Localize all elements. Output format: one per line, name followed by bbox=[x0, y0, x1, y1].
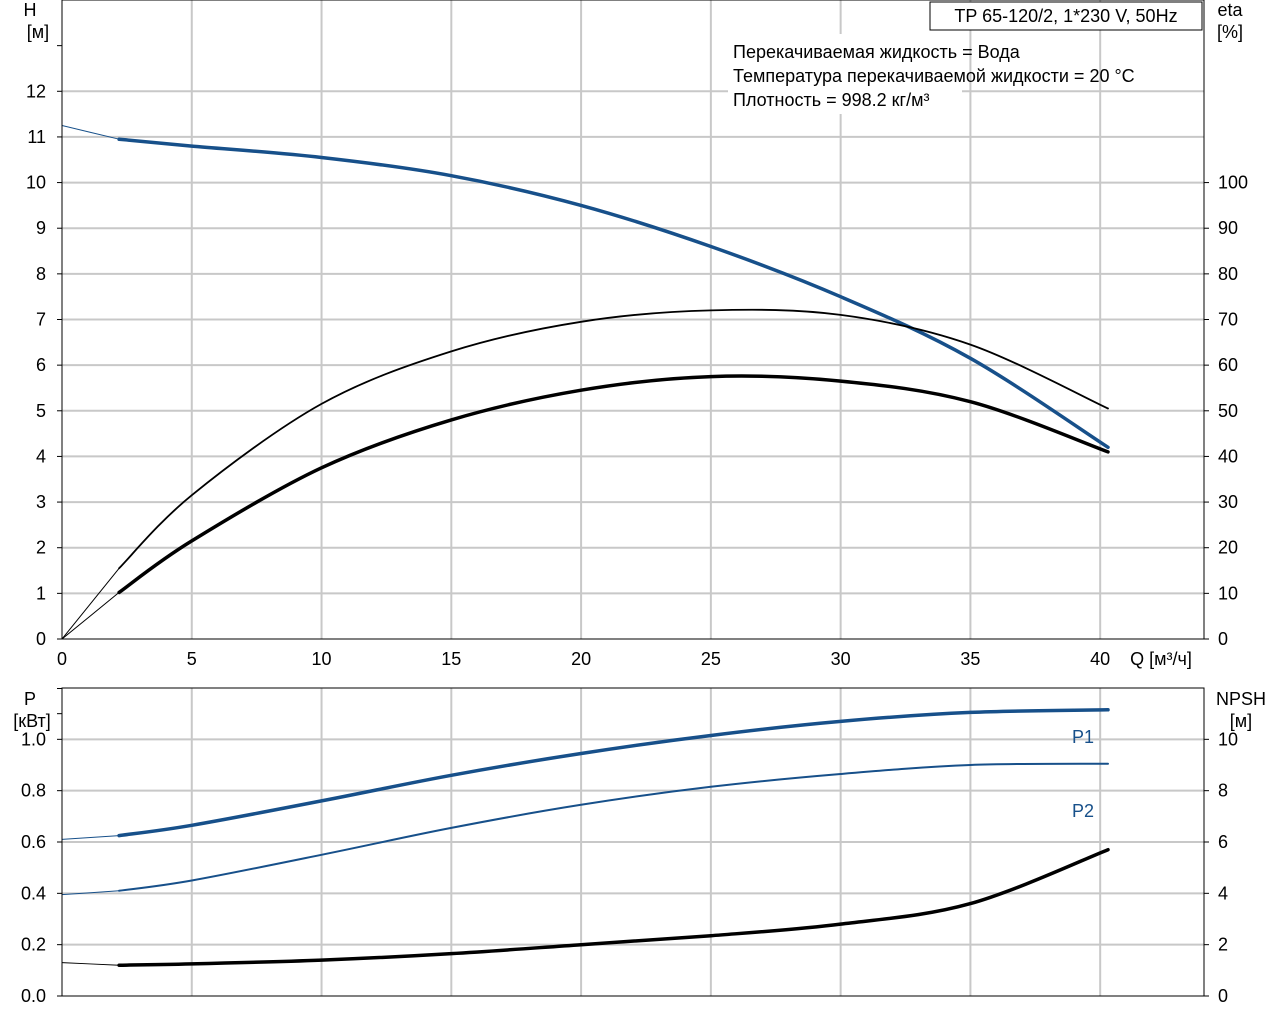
bottom-left-ylabel-1: P bbox=[24, 689, 36, 709]
bottom-right-tick-label: 6 bbox=[1218, 832, 1228, 852]
bottom-left-tick-label: 0.8 bbox=[21, 781, 46, 801]
power-curve-p1-extension bbox=[61, 835, 120, 840]
bottom-left-tick-label: 0.2 bbox=[21, 935, 46, 955]
top-left-tick-label: 8 bbox=[36, 264, 46, 284]
series-label-p1: P1 bbox=[1072, 727, 1094, 747]
info-line-liquid: Перекачиваемая жидкость = Вода bbox=[733, 42, 1021, 62]
top-right-tick-label: 70 bbox=[1218, 310, 1238, 330]
top-right-ylabel-1: eta bbox=[1217, 0, 1243, 20]
x-tick-label: 10 bbox=[312, 649, 332, 669]
top-right-tick-label: 100 bbox=[1218, 173, 1248, 193]
bottom-right-ylabel-2: [м] bbox=[1230, 711, 1252, 731]
x-axis: 0 5 10 15 20 25 30 35 40 bbox=[57, 649, 1110, 669]
top-series bbox=[61, 125, 1110, 640]
top-left-tick-label: 6 bbox=[36, 355, 46, 375]
top-right-tick-label: 30 bbox=[1218, 492, 1238, 512]
bottom-series bbox=[61, 708, 1110, 967]
top-left-tick-label: 2 bbox=[36, 538, 46, 558]
bottom-right-tick-label: 2 bbox=[1218, 935, 1228, 955]
head-curve-extension bbox=[61, 125, 120, 140]
top-left-tick-label: 1 bbox=[36, 583, 46, 603]
top-right-tick-label: 50 bbox=[1218, 401, 1238, 421]
top-right-tick-label: 80 bbox=[1218, 264, 1238, 284]
bottom-left-tick-label: 0.6 bbox=[21, 832, 46, 852]
info-line-density: Плотность = 998.2 кг/м³ bbox=[733, 90, 929, 110]
bottom-left-tick-label: 1.0 bbox=[21, 729, 46, 749]
bottom-right-tick-label: 10 bbox=[1218, 729, 1238, 749]
top-right-tick-label: 20 bbox=[1218, 538, 1238, 558]
top-left-tick-label: 12 bbox=[26, 81, 46, 101]
top-right-tick-label: 0 bbox=[1218, 629, 1228, 649]
power-curve-p1 bbox=[117, 708, 1110, 838]
top-right-axis: 0 10 20 30 40 50 60 70 80 90 100 bbox=[1204, 173, 1248, 649]
top-left-tick-label: 7 bbox=[36, 310, 46, 330]
x-tick-label: 20 bbox=[571, 649, 591, 669]
bottom-left-ylabel-2: [кВт] bbox=[13, 711, 51, 731]
bottom-right-tick-label: 0 bbox=[1218, 986, 1228, 1006]
x-tick-label: 30 bbox=[831, 649, 851, 669]
x-tick-label: 15 bbox=[441, 649, 461, 669]
top-left-tick-label: 3 bbox=[36, 492, 46, 512]
top-grid bbox=[62, 0, 1204, 639]
npsh-curve bbox=[117, 847, 1110, 967]
x-tick-label: 25 bbox=[701, 649, 721, 669]
top-right-tick-label: 40 bbox=[1218, 446, 1238, 466]
series-label-p2: P2 bbox=[1072, 801, 1094, 821]
bottom-left-axis: 0.0 0.2 0.4 0.6 0.8 1.0 bbox=[21, 688, 62, 1006]
bottom-left-tick-label: 0.4 bbox=[21, 883, 46, 903]
x-tick-label: 40 bbox=[1090, 649, 1110, 669]
bottom-right-tick-label: 8 bbox=[1218, 781, 1228, 801]
bottom-right-tick-label: 4 bbox=[1218, 883, 1228, 903]
pump-title-box bbox=[929, 1, 1203, 31]
x-axis-label: Q [м³/ч] bbox=[1130, 649, 1192, 669]
top-left-tick-label: 11 bbox=[27, 127, 46, 147]
bottom-right-axis: 0 2 4 6 8 10 bbox=[1204, 729, 1238, 1006]
top-right-tick-label: 90 bbox=[1218, 218, 1238, 238]
top-right-tick-label: 10 bbox=[1218, 583, 1238, 603]
efficiency-curve-eta-extension bbox=[61, 567, 120, 640]
bottom-left-tick-label: 0.0 bbox=[21, 986, 46, 1006]
top-left-tick-label: 9 bbox=[36, 218, 46, 238]
efficiency-curve-total bbox=[117, 374, 1110, 595]
bottom-grid bbox=[62, 688, 1204, 996]
efficiency-curve-eta bbox=[118, 308, 1109, 570]
top-left-tick-label: 4 bbox=[36, 446, 46, 466]
x-tick-label: 0 bbox=[57, 649, 67, 669]
top-right-ylabel-2: [%] bbox=[1217, 22, 1243, 42]
x-tick-label: 5 bbox=[187, 649, 197, 669]
top-left-ylabel-1: H bbox=[24, 0, 37, 20]
info-box bbox=[728, 34, 962, 114]
top-left-tick-label: 5 bbox=[36, 401, 46, 421]
efficiency-curve-total-extension bbox=[61, 592, 120, 640]
top-right-tick-label: 60 bbox=[1218, 355, 1238, 375]
bottom-right-ylabel-1: NPSH bbox=[1216, 689, 1266, 709]
x-tick-label: 35 bbox=[960, 649, 980, 669]
power-curve-p2-extension bbox=[61, 890, 120, 896]
top-left-tick-label: 0 bbox=[36, 629, 46, 649]
power-curve-p2 bbox=[118, 762, 1109, 892]
info-line-temperature: Температура перекачиваемой жидкости = 20… bbox=[733, 66, 1135, 86]
pump-title: TP 65-120/2, 1*230 V, 50Hz bbox=[954, 6, 1177, 26]
npsh-curve-extension bbox=[61, 962, 120, 966]
top-left-tick-label: 10 bbox=[26, 173, 46, 193]
top-left-ylabel-2: [м] bbox=[27, 22, 49, 42]
head-curve bbox=[117, 137, 1110, 450]
